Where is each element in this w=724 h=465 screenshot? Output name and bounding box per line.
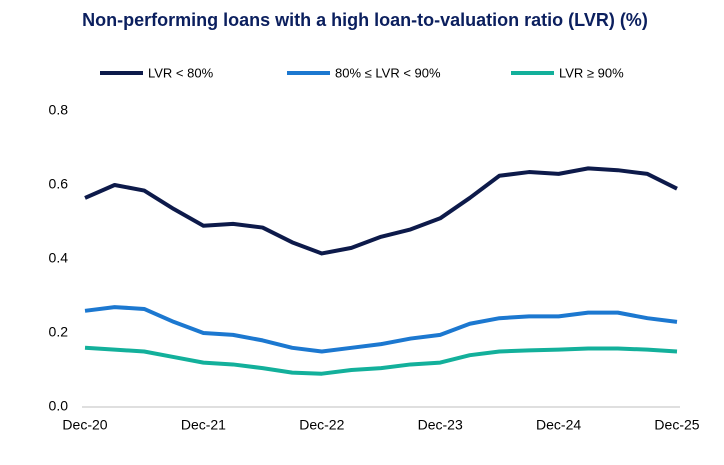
chart-title: Non-performing loans with a high loan-to… [82, 10, 648, 30]
x-tick-label: Dec-21 [181, 417, 226, 433]
y-tick-label: 0.2 [49, 324, 69, 340]
x-tick-label: Dec-24 [536, 417, 581, 433]
x-tick-label: Dec-20 [62, 417, 107, 433]
legend-label: LVR < 80% [148, 65, 214, 80]
series-line [84, 345, 678, 376]
x-tick-label: Dec-23 [418, 417, 463, 433]
x-tick-label: Dec-22 [299, 417, 344, 433]
series-line [84, 166, 678, 256]
legend-label: 80% ≤ LVR < 90% [335, 65, 441, 80]
y-tick-label: 0.6 [49, 176, 69, 192]
y-tick-label: 0.8 [49, 102, 69, 118]
y-tick-label: 0.0 [49, 398, 69, 414]
y-tick-label: 0.4 [49, 250, 69, 266]
series-line [84, 305, 678, 354]
x-tick-label: Dec-25 [654, 417, 699, 433]
legend-label: LVR ≥ 90% [559, 65, 624, 80]
